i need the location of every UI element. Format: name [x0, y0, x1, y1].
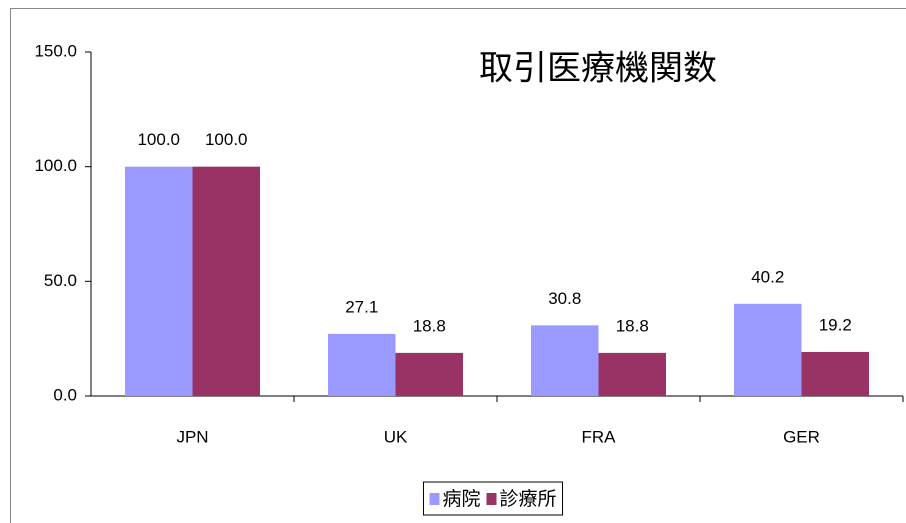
- value-label: 100.0: [205, 130, 248, 149]
- bar: [734, 303, 802, 396]
- value-label: 18.8: [413, 316, 446, 335]
- bar: [531, 325, 599, 396]
- legend-swatch: [486, 493, 497, 505]
- bar: [598, 352, 666, 396]
- bar: [192, 166, 260, 396]
- value-label: 30.8: [548, 289, 581, 308]
- chart-title: 取引医療機関数: [479, 49, 717, 89]
- legend-label: 病院: [442, 488, 480, 510]
- x-tick-label: JPN: [176, 427, 208, 446]
- x-tick-label: GER: [783, 427, 820, 446]
- y-tick-label: 50.0: [44, 271, 77, 290]
- x-tick-label: FRA: [582, 427, 617, 446]
- legend-label: 診療所: [500, 488, 557, 510]
- value-label: 19.2: [819, 315, 852, 334]
- y-tick-label: 100.0: [34, 156, 77, 175]
- value-label: 100.0: [137, 130, 180, 149]
- value-label: 18.8: [616, 316, 649, 335]
- bar: [395, 352, 463, 396]
- y-tick-label: 150.0: [34, 41, 77, 60]
- x-tick-label: UK: [384, 427, 408, 446]
- legend-swatch: [429, 493, 440, 505]
- value-label: 27.1: [345, 297, 378, 316]
- bar: [328, 333, 396, 396]
- y-tick-label: 0.0: [53, 385, 77, 404]
- bar: [801, 351, 869, 396]
- value-label: 40.2: [751, 267, 784, 286]
- bar: [125, 166, 193, 396]
